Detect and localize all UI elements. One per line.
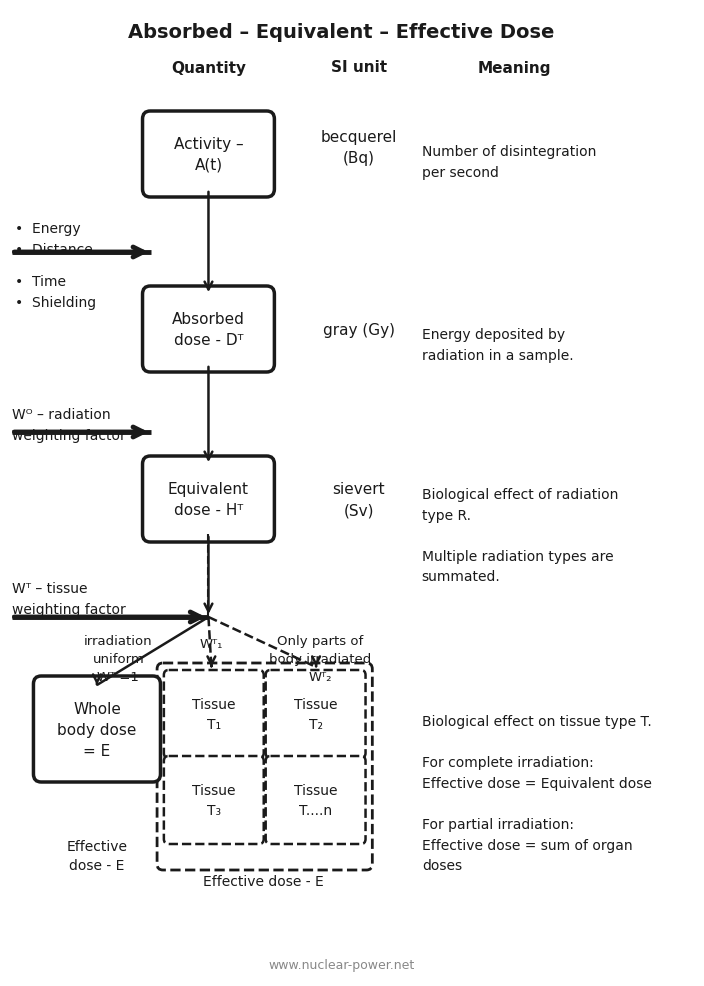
Text: irradiation
uniform
Wᵀ =1: irradiation uniform Wᵀ =1 xyxy=(84,634,153,683)
Text: Tissue
T₃: Tissue T₃ xyxy=(192,784,236,817)
Text: Energy deposited by
radiation in a sample.: Energy deposited by radiation in a sampl… xyxy=(422,327,573,362)
Text: Whole
body dose
= E: Whole body dose = E xyxy=(57,701,137,757)
FancyBboxPatch shape xyxy=(265,670,365,758)
FancyBboxPatch shape xyxy=(142,287,275,373)
Text: Wᵀ – tissue
weighting factor: Wᵀ – tissue weighting factor xyxy=(12,582,125,616)
FancyBboxPatch shape xyxy=(157,664,372,870)
Text: gray (Gy): gray (Gy) xyxy=(322,322,395,337)
Text: Tissue
T....n: Tissue T....n xyxy=(294,784,337,817)
Text: Effective
dose - E: Effective dose - E xyxy=(66,839,127,873)
Text: Tissue
T₂: Tissue T₂ xyxy=(294,697,337,731)
Text: www.nuclear-power.net: www.nuclear-power.net xyxy=(268,957,415,970)
Text: Number of disintegration
per second: Number of disintegration per second xyxy=(422,145,596,179)
Text: •  Time
•  Shielding: • Time • Shielding xyxy=(15,275,96,310)
Text: Only parts of
body irradiated
Wᵀ₂: Only parts of body irradiated Wᵀ₂ xyxy=(269,634,371,683)
Text: Wᴼ – radiation
weighting factor: Wᴼ – radiation weighting factor xyxy=(12,407,125,442)
FancyBboxPatch shape xyxy=(142,457,275,542)
Text: Wᵀ₁: Wᵀ₁ xyxy=(200,637,223,651)
Text: Equivalent
dose - Hᵀ: Equivalent dose - Hᵀ xyxy=(168,481,249,518)
FancyBboxPatch shape xyxy=(142,111,275,198)
Text: becquerel
(Bq): becquerel (Bq) xyxy=(320,130,397,166)
Text: Effective dose - E: Effective dose - E xyxy=(203,875,324,888)
Text: •  Energy
•  Distance: • Energy • Distance xyxy=(15,222,92,256)
FancyBboxPatch shape xyxy=(164,670,264,758)
Text: Biological effect on tissue type T.

For complete irradiation:
Effective dose = : Biological effect on tissue type T. For … xyxy=(422,714,652,873)
Text: Activity –
A(t): Activity – A(t) xyxy=(174,137,244,173)
Text: Quantity: Quantity xyxy=(171,60,246,75)
Text: Absorbed
dose - Dᵀ: Absorbed dose - Dᵀ xyxy=(172,312,245,348)
FancyBboxPatch shape xyxy=(265,756,365,844)
FancyBboxPatch shape xyxy=(164,756,264,844)
FancyBboxPatch shape xyxy=(34,676,161,782)
Text: sievert
(Sv): sievert (Sv) xyxy=(332,481,385,518)
Text: Biological effect of radiation
type R.

Multiple radiation types are
summated.: Biological effect of radiation type R. M… xyxy=(422,487,618,584)
Text: SI unit: SI unit xyxy=(331,60,386,75)
Text: Absorbed – Equivalent – Effective Dose: Absorbed – Equivalent – Effective Dose xyxy=(128,23,555,41)
Text: Tissue
T₁: Tissue T₁ xyxy=(192,697,236,731)
Text: Meaning: Meaning xyxy=(477,60,551,75)
